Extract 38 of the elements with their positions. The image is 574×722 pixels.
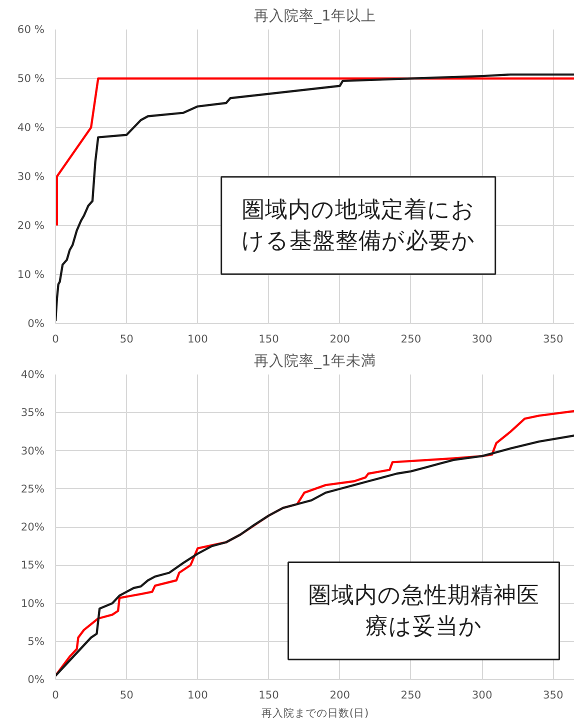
x-tick-label: 250	[400, 332, 422, 346]
y-tick-label: 5%	[28, 634, 44, 648]
y-tick-label: 50 %	[17, 72, 45, 85]
x-tick-label: 300	[472, 688, 492, 702]
y-tick-label: 40 %	[17, 121, 45, 134]
y-tick-label: 10%	[20, 596, 44, 610]
y-tick-label: 20%	[20, 520, 44, 534]
y-tick-label: 10 %	[17, 268, 45, 281]
y-tick-label: 0%	[28, 673, 44, 686]
x-tick-label: 0	[52, 688, 60, 702]
y-tick-label: 60 %	[17, 23, 45, 36]
x-tick-label: 250	[400, 688, 422, 702]
y-tick-label: 40%	[20, 368, 44, 381]
x-tick-label: 200	[330, 688, 350, 702]
x-tick-label: 350	[543, 688, 564, 702]
chart-title: 再入院率_1年以上	[254, 8, 376, 24]
annotation: 圏域内の地域定着における基盤整備が必要か	[241, 196, 476, 254]
x-tick-label: 100	[188, 688, 208, 702]
y-tick-label: 0%	[28, 317, 44, 330]
y-tick-label: 30%	[20, 444, 44, 458]
x-tick-label: 100	[188, 332, 208, 346]
y-tick-label: 15%	[20, 558, 44, 572]
x-tick-label: 50	[120, 688, 134, 702]
x-axis-title: 再入院までの日数(日)	[261, 706, 369, 720]
x-tick-label: 200	[330, 332, 350, 346]
y-tick-label: 20 %	[17, 219, 45, 232]
x-tick-label: 300	[472, 332, 492, 346]
annotation: 圏域内の急性期精神医療は妥当か	[308, 582, 540, 640]
x-tick-label: 50	[120, 332, 134, 346]
x-tick-label: 350	[543, 332, 564, 346]
line-series	[56, 77, 574, 227]
chart-title: 再入院率_1年未満	[254, 352, 376, 370]
x-tick-label: 0	[52, 332, 60, 346]
y-tick-label: 25%	[20, 482, 44, 496]
y-tick-label: 35%	[20, 406, 44, 420]
x-tick-label: 150	[258, 688, 280, 702]
y-tick-label: 30 %	[17, 170, 45, 183]
x-tick-label: 150	[258, 332, 280, 346]
